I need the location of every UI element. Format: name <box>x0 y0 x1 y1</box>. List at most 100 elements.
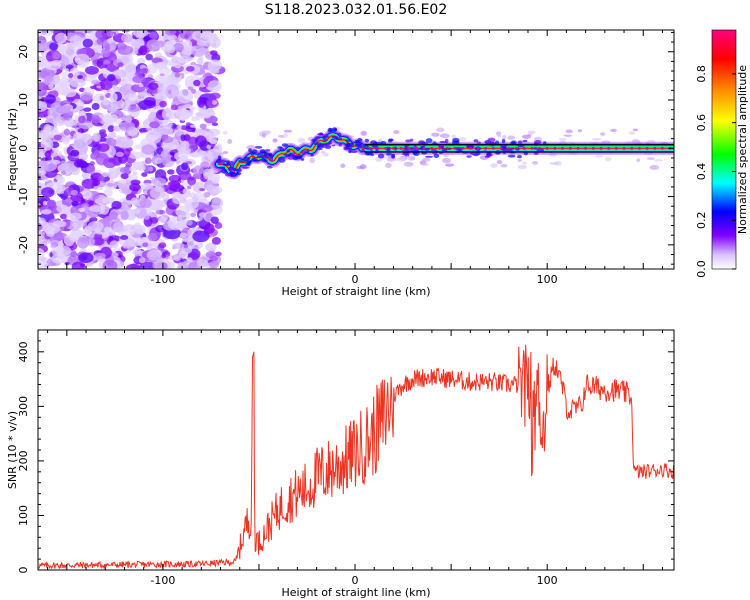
noise-blob <box>172 42 184 53</box>
noise-blob <box>74 53 90 65</box>
spectrogram-x-tick-label: -100 <box>150 273 175 286</box>
noise-blob <box>43 178 50 183</box>
signal-blob <box>466 155 472 158</box>
noise-blob <box>200 31 215 43</box>
signal-peak-dot <box>661 146 664 150</box>
signal-blob <box>229 171 235 176</box>
signal-blob <box>287 156 294 160</box>
noise-blob <box>106 31 114 37</box>
noise-blob <box>45 94 56 104</box>
noise-blob <box>120 173 129 180</box>
noise-blob <box>42 200 48 206</box>
noise-blob <box>115 136 134 149</box>
signal-blob <box>316 144 325 149</box>
noise-blob <box>86 164 96 175</box>
spectrogram-y-tick-label: 0 <box>17 145 30 152</box>
noise-blob <box>108 235 114 242</box>
noise-blob <box>309 157 315 164</box>
signal-blob <box>409 138 414 142</box>
signal-blob <box>489 142 497 145</box>
signal-peak-dot <box>392 146 395 150</box>
noise-blob <box>134 144 145 150</box>
signal-blob <box>279 147 284 152</box>
noise-blob <box>108 167 118 174</box>
spectrogram-y-axis-label: Frequency (Hz) <box>6 108 19 191</box>
noise-blob <box>106 38 114 44</box>
noise-blob <box>178 171 192 181</box>
noise-blob <box>193 79 201 87</box>
noise-blob <box>181 162 189 171</box>
signal-blob <box>511 140 517 145</box>
noise-blob <box>49 42 59 51</box>
noise-blob <box>131 41 141 51</box>
signal-peak-dot <box>369 146 372 150</box>
signal-blob <box>327 129 333 132</box>
noise-blob <box>38 82 47 97</box>
noise-blob <box>261 130 272 134</box>
colorbar-tick-label: 0.2 <box>695 211 708 229</box>
signal-peak-dot <box>545 146 549 150</box>
signal-blob <box>377 153 385 159</box>
noise-blob <box>46 230 55 237</box>
noise-blob <box>167 180 181 190</box>
signal-peak-dot <box>576 146 580 150</box>
noise-blob <box>112 221 124 233</box>
spectrogram-x-tick-label: 100 <box>537 273 558 286</box>
signal-blob <box>300 158 305 161</box>
signal-blob <box>313 142 318 146</box>
signal-blob <box>243 156 251 161</box>
noise-blob <box>139 198 152 209</box>
noise-blob <box>149 31 158 40</box>
signal-blob <box>361 148 366 152</box>
noise-blob <box>175 129 183 136</box>
signal-blob <box>343 146 349 151</box>
noise-blob <box>183 244 189 249</box>
signal-blob <box>317 132 324 136</box>
noise-blob <box>41 256 49 263</box>
signal-peak-dot <box>622 146 626 150</box>
signal-blob <box>278 156 282 161</box>
noise-blob <box>119 167 129 174</box>
signal-peak-dot <box>599 146 603 150</box>
noise-blob <box>591 137 602 141</box>
noise-blob <box>96 57 108 69</box>
signal-blob <box>245 161 252 165</box>
noise-blob <box>600 132 606 136</box>
noise-blob <box>194 128 203 134</box>
signal-blob <box>314 136 321 140</box>
signal-blob <box>425 155 434 158</box>
noise-blob <box>117 45 134 55</box>
noise-blob <box>68 72 74 79</box>
noise-blob <box>127 200 132 204</box>
noise-blob <box>185 56 194 61</box>
noise-blob <box>93 185 99 190</box>
signal-blob <box>484 155 491 158</box>
noise-blob <box>184 198 199 210</box>
noise-blob <box>182 188 190 195</box>
noise-blob <box>162 193 170 201</box>
noise-blob <box>210 216 219 224</box>
noise-blob <box>82 38 93 48</box>
noise-blob <box>297 137 306 143</box>
noise-blob <box>563 134 573 137</box>
noise-blob <box>527 130 536 135</box>
spectrogram-y-tick-label: -10 <box>17 188 30 206</box>
noise-blob <box>393 130 400 135</box>
signal-blob <box>222 163 230 167</box>
noise-blob <box>142 242 149 248</box>
noise-blob <box>502 134 507 140</box>
signal-blob <box>517 140 523 145</box>
noise-blob <box>636 158 641 162</box>
noise-blob <box>137 57 146 66</box>
noise-blob <box>207 63 219 74</box>
signal-blob <box>355 143 362 148</box>
noise-blob <box>146 249 162 261</box>
noise-blob <box>87 238 96 246</box>
noise-blob <box>186 219 193 226</box>
signal-blob <box>345 142 351 147</box>
noise-blob <box>173 108 191 121</box>
noise-blob <box>40 170 47 175</box>
noise-blob <box>55 105 71 114</box>
noise-blob <box>227 138 233 144</box>
